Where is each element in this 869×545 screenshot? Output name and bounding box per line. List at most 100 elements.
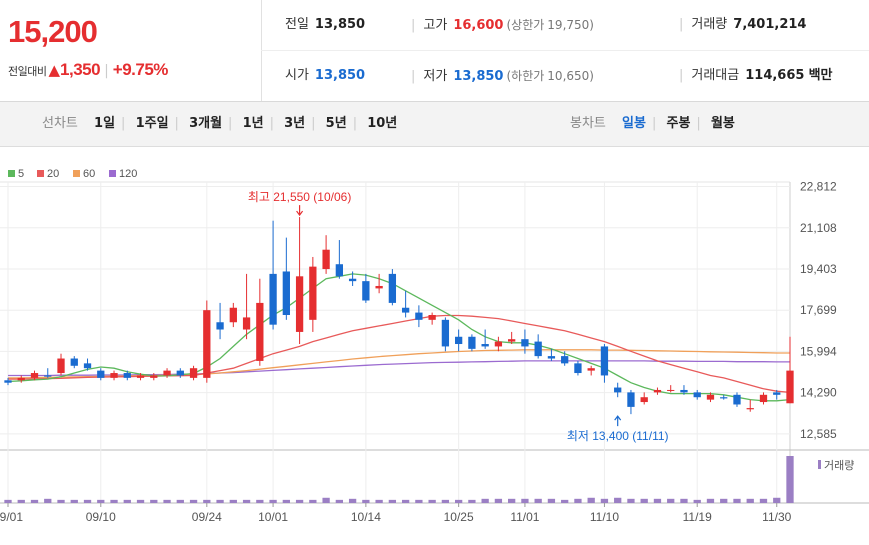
volume-bar	[733, 498, 741, 503]
volume-bar	[375, 499, 383, 503]
x-tick-label: 09/24	[192, 510, 222, 524]
volume-bar	[468, 499, 476, 503]
line-chart-label: 선차트	[42, 116, 78, 131]
candle-chart-types: 봉차트 일봉 | 주봉 | 월봉	[570, 116, 735, 131]
candle-body	[4, 380, 12, 383]
candle-body	[375, 285, 383, 289]
volume-bar	[282, 499, 290, 503]
candle-body	[83, 363, 92, 369]
period-1y[interactable]: 1년	[242, 116, 264, 131]
volume-bar	[786, 456, 794, 503]
candle-body	[348, 278, 357, 282]
candle-body	[163, 370, 171, 376]
volume-bar	[309, 499, 317, 503]
volume: | 거래량 7,401,214	[679, 17, 807, 32]
legend-label: 60	[83, 168, 95, 180]
volume-legend-swatch	[818, 460, 821, 469]
chart-toolbar: 선차트 1일 | 1주일 | 3개월 | 1년 | 3년 | 5년 | 10년 봉차트 일봉…	[0, 102, 869, 147]
x-tick-label: 09/01	[0, 510, 23, 524]
current-price: 15,200	[8, 14, 98, 49]
period-1w[interactable]: 1주일	[135, 116, 169, 131]
divider: |	[104, 63, 109, 79]
candle-body	[150, 375, 158, 378]
volume-bar	[176, 499, 184, 503]
y-tick-label: 21,108	[800, 221, 837, 235]
candle-daily[interactable]: 일봉	[622, 116, 646, 131]
period-1d[interactable]: 1일	[94, 116, 116, 131]
volume-bar	[680, 498, 688, 503]
period-3m[interactable]: 3개월	[189, 116, 223, 131]
candle-body	[600, 346, 609, 376]
volume-bar	[348, 498, 357, 503]
candle-body	[362, 281, 370, 301]
period-3y[interactable]: 3년	[284, 116, 306, 131]
volume-legend-label: 거래량	[824, 459, 854, 472]
candle-body	[614, 387, 622, 393]
volume-bar	[256, 499, 264, 503]
open-price: 시가 13,850	[285, 68, 366, 83]
volume-bar	[123, 499, 131, 503]
candle-weekly[interactable]: 주봉	[666, 116, 691, 131]
prev-close: 전일 13,850	[285, 17, 366, 32]
candle-body	[627, 392, 635, 407]
x-tick-label: 09/10	[86, 510, 116, 524]
volume-bar	[627, 498, 635, 503]
trade-amount: | 거래대금 114,665 백만	[679, 68, 833, 83]
volume-bar	[163, 499, 171, 503]
candle-body	[335, 264, 344, 277]
candle-body	[733, 394, 741, 405]
legend-swatch	[73, 170, 80, 177]
legend-swatch	[109, 170, 116, 177]
x-tick-label: 10/01	[258, 510, 288, 524]
candle-body	[786, 370, 794, 404]
volume-bar	[640, 498, 648, 503]
volume-bar	[189, 499, 198, 503]
volume-bar	[759, 498, 768, 503]
min-arrow-icon	[614, 415, 622, 427]
info-row-2: 시가 13,850 | 저가 13,850 (하한가 10,650) | 거래대금 114,6…	[261, 51, 869, 101]
volume-bar	[136, 499, 145, 503]
legend-swatch	[8, 170, 15, 177]
volume-bar	[667, 498, 675, 503]
candle-body	[534, 341, 542, 357]
volume-bar	[454, 499, 463, 503]
y-tick-label: 22,812	[800, 180, 837, 194]
ma20-line	[8, 314, 791, 394]
volume-bar	[706, 498, 715, 503]
candle-body	[401, 307, 410, 313]
y-tick-label: 19,403	[800, 262, 837, 276]
candle-body	[746, 408, 754, 410]
candle-body	[667, 389, 675, 391]
volume-bar	[335, 499, 344, 503]
volume-bar	[574, 498, 582, 503]
candle-body	[136, 375, 145, 378]
candle-body	[70, 358, 78, 366]
high-price: | 고가 16,600 (상한가 19,750)	[411, 18, 594, 33]
volume-bar	[587, 497, 595, 503]
candle-body	[216, 322, 224, 330]
candle-body	[508, 339, 516, 342]
candle-chart-label: 봉차트	[570, 116, 606, 131]
volume-bar	[441, 499, 450, 503]
candle-body	[587, 368, 595, 371]
volume-bar	[693, 499, 701, 503]
volume-bar	[746, 498, 754, 503]
candle-body	[123, 373, 131, 378]
candle-body	[17, 377, 25, 381]
y-tick-label: 15,994	[800, 344, 837, 358]
volume-bar	[508, 498, 516, 503]
candle-body	[322, 249, 330, 270]
volume-bar	[97, 499, 105, 503]
volume-bar	[720, 498, 728, 503]
candle-body	[706, 394, 715, 400]
volume-bar	[401, 499, 410, 503]
change-label: 전일대비	[8, 65, 47, 78]
candle-monthly[interactable]: 월봉	[710, 116, 735, 131]
legend-swatch	[37, 170, 44, 177]
candle-body	[481, 344, 489, 347]
volume-bar	[216, 499, 224, 503]
info-row-1: 전일 13,850 | 고가 16,600 (상한가 19,750) | 거래량 7,401,…	[261, 0, 869, 51]
period-10y[interactable]: 10년	[367, 116, 398, 131]
period-5y[interactable]: 5년	[325, 116, 347, 131]
volume-bar	[322, 497, 330, 503]
